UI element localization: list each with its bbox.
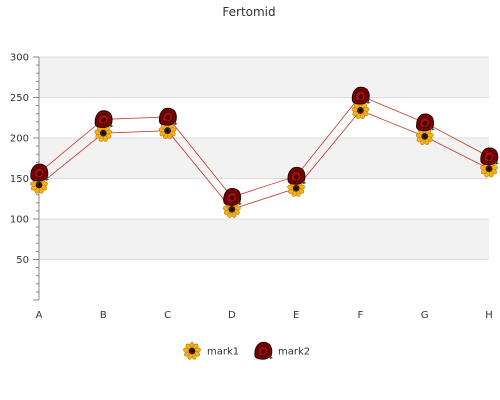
legend-item-mark2: mark2 [254,341,310,360]
data-point-mark2-G [416,113,436,132]
series-layer [29,86,500,219]
plot-band [39,138,489,179]
y-tick-label: 150 [10,174,29,185]
data-point-mark2-A [30,163,50,182]
chart-title: Fertomid [222,5,275,19]
legend-label: mark1 [207,347,239,358]
x-tick-label: D [228,310,236,321]
x-axis-ticks: A B C D E F G H [36,310,493,321]
x-tick-label: H [485,310,493,321]
x-tick-label: G [421,310,429,321]
plot-band [39,219,489,260]
y-tick-label: 250 [10,93,29,104]
sunflower-icon [182,341,202,361]
data-point-mark2-D [223,187,243,206]
data-point-mark2-F [351,86,371,105]
data-point-mark2-E [287,166,307,185]
plot-background [39,57,489,260]
rose-icon [254,341,274,360]
data-point-mark2-B [94,110,114,129]
y-tick-label: 100 [10,215,29,226]
x-tick-label: A [36,310,43,321]
grid-lines [39,56,489,260]
y-tick-label: 50 [16,255,29,266]
x-tick-label: E [293,310,299,321]
y-tick-label: 200 [10,134,29,145]
data-point-mark2-C [158,107,179,126]
y-axis-ticks: 50 100 150 200 250 300 [10,53,29,267]
x-tick-label: C [164,310,171,321]
x-tick-label: B [100,310,107,321]
y-tick-label: 300 [10,53,29,64]
series-line-mark1 [38,109,490,210]
plot-band [39,57,489,98]
data-point-mark2-H [480,147,500,166]
series-line-mark2 [38,95,490,198]
legend: mark1 mark2 [182,341,310,361]
legend-label: mark2 [278,347,310,358]
legend-item-mark1: mark1 [182,341,239,361]
x-tick-label: F [358,310,364,321]
